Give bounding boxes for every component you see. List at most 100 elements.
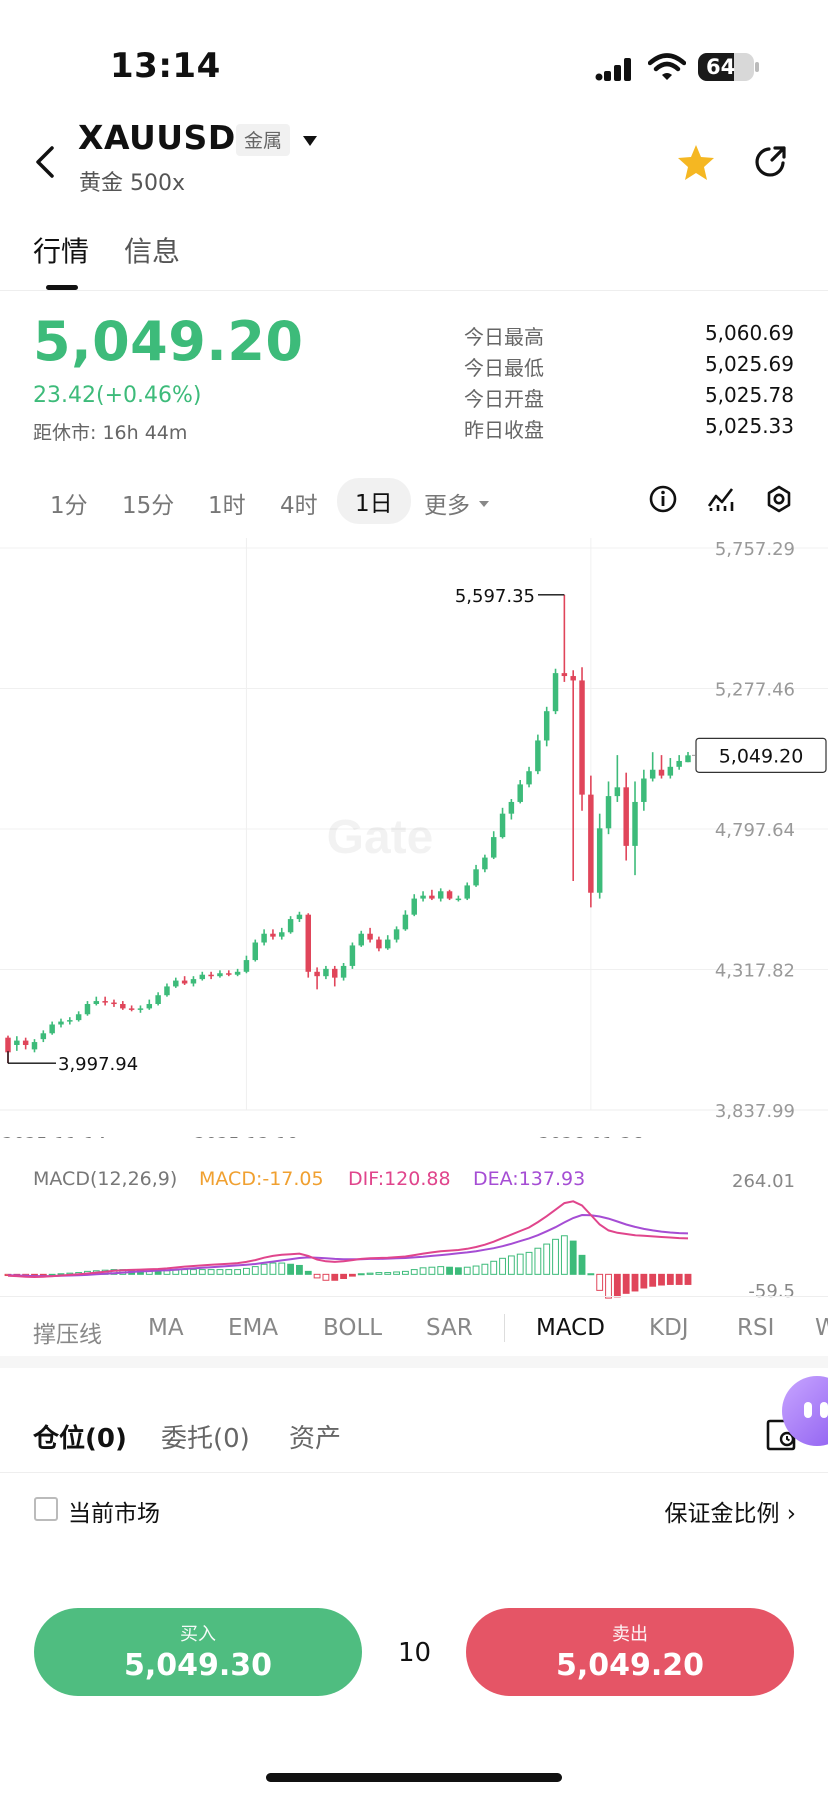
- indicator-kdj[interactable]: KDJ: [649, 1315, 689, 1341]
- macd-histogram-bar: [446, 1266, 453, 1275]
- indicator-support-resistance[interactable]: 撑压线: [33, 1322, 102, 1348]
- candle-body: [146, 1003, 153, 1009]
- indicator-ema[interactable]: EMA: [228, 1315, 279, 1341]
- candlestick-chart[interactable]: Gate 5,597.35 3,997.94 5,049.20 5,757.29 5,…: [0, 538, 828, 1138]
- macd-histogram-bar: [454, 1267, 462, 1275]
- dea-value: DEA:137.93: [473, 1168, 586, 1190]
- interval-4h[interactable]: 4时: [280, 493, 318, 519]
- more-caret-icon[interactable]: [478, 494, 490, 507]
- macd-histogram-bar: [225, 1269, 233, 1275]
- wifi-icon: [647, 52, 687, 82]
- chat-assistant-button[interactable]: [782, 1376, 828, 1446]
- candle-body: [596, 828, 603, 893]
- macd-histogram-bar: [384, 1272, 392, 1275]
- candle-body: [93, 1001, 100, 1004]
- macd-histogram-bar: [198, 1269, 206, 1275]
- macd-histogram-bar: [340, 1273, 347, 1279]
- indicator-rsi[interactable]: RSI: [737, 1315, 775, 1341]
- macd-histogram-bar: [437, 1266, 445, 1275]
- macd-histogram-bar: [322, 1273, 330, 1281]
- interval-1m[interactable]: 1分: [50, 493, 88, 519]
- lot-size[interactable]: 10: [398, 1638, 432, 1668]
- market-close-countdown: 距休市: 16h 44m: [33, 422, 188, 444]
- tab-assets[interactable]: 资产: [289, 1424, 342, 1454]
- back-button[interactable]: [30, 140, 62, 184]
- candle-body: [332, 968, 338, 978]
- x-tick-label: 2025-12-19: [194, 1134, 299, 1138]
- tab-info[interactable]: 信息: [124, 235, 181, 268]
- candle-body: [349, 945, 356, 966]
- history-clock-icon[interactable]: [766, 1418, 796, 1452]
- macd-histogram-bar: [366, 1272, 374, 1275]
- candle-body: [641, 778, 647, 802]
- sell-button[interactable]: 卖出 5,049.20: [466, 1608, 794, 1696]
- indicator-boll[interactable]: BOLL: [323, 1315, 383, 1341]
- indicator-chart-icon[interactable]: [706, 484, 736, 514]
- y-tick-label: 3,837.99: [715, 1101, 795, 1122]
- interval-more[interactable]: 更多: [424, 493, 470, 519]
- macd-y-bottom-label: -59.5: [748, 1281, 795, 1302]
- macd-histogram-bar: [587, 1273, 595, 1276]
- macd-histogram-bar: [296, 1264, 303, 1275]
- low-price-label: 3,997.94: [58, 1054, 138, 1075]
- favorite-star-icon[interactable]: [676, 142, 716, 182]
- indicator-separator: [504, 1314, 505, 1342]
- candle-body: [579, 680, 585, 795]
- candle-body: [243, 960, 250, 972]
- macd-histogram-bar: [463, 1266, 471, 1275]
- macd-histogram-bar: [251, 1266, 259, 1275]
- dif-value: DIF:120.88: [348, 1168, 451, 1190]
- tab-market[interactable]: 行情: [33, 235, 90, 268]
- candle-body: [208, 974, 214, 977]
- share-icon[interactable]: [752, 144, 788, 180]
- candle-body: [287, 919, 294, 933]
- symbol-title[interactable]: XAUUSD: [78, 118, 236, 157]
- candle-body: [173, 980, 179, 987]
- tab-orders[interactable]: 委托(0): [161, 1424, 250, 1454]
- battery-tip: [755, 62, 759, 72]
- macd-histogram-bar: [631, 1273, 639, 1292]
- candle-body: [84, 1003, 91, 1015]
- indicator-macd[interactable]: MACD: [536, 1315, 605, 1341]
- macd-histogram-bar: [313, 1273, 321, 1279]
- macd-histogram-bar: [596, 1273, 604, 1291]
- candle-body: [420, 895, 426, 899]
- candle-body: [455, 898, 462, 901]
- indicator-sar[interactable]: SAR: [426, 1315, 473, 1341]
- macd-histogram-bar: [640, 1273, 648, 1289]
- candle-body: [676, 760, 682, 767]
- settings-gear-icon[interactable]: [764, 484, 794, 514]
- dif-line: [7, 1200, 689, 1279]
- current-market-label[interactable]: 当前市场: [68, 1501, 160, 1527]
- indicator-ma[interactable]: MA: [148, 1315, 184, 1341]
- candle-body: [464, 885, 470, 899]
- candle-body: [234, 971, 241, 975]
- interval-15m[interactable]: 15分: [122, 493, 175, 519]
- candle-body: [402, 914, 409, 930]
- candle-body: [376, 939, 382, 949]
- macd-histogram-bar: [216, 1269, 224, 1275]
- margin-ratio-link[interactable]: 保证金比例 ›: [664, 1501, 796, 1527]
- y-tick-label: 5,277.46: [715, 680, 795, 701]
- interval-1d[interactable]: 1日: [337, 478, 411, 524]
- tab-positions[interactable]: 仓位(0): [33, 1424, 127, 1454]
- interval-1h[interactable]: 1时: [208, 493, 246, 519]
- indicator-divider-top: [0, 1296, 828, 1297]
- macd-histogram-bar: [393, 1271, 400, 1275]
- stat-label-open: 今日开盘: [464, 387, 544, 411]
- candle-body: [561, 673, 568, 677]
- candle-body: [181, 980, 188, 984]
- candle-body: [14, 1040, 20, 1045]
- buy-button[interactable]: 买入 5,049.30: [34, 1608, 362, 1696]
- candle-body: [552, 673, 559, 712]
- macd-histogram-bar: [428, 1266, 436, 1275]
- indicator-more-cutoff[interactable]: W: [815, 1315, 828, 1341]
- caret-down-icon[interactable]: [302, 133, 318, 147]
- macd-histogram-bar: [490, 1260, 498, 1275]
- info-icon[interactable]: [648, 484, 678, 514]
- candle-body: [570, 676, 576, 681]
- candle-body: [367, 933, 373, 940]
- buy-label: 买入: [180, 1624, 216, 1645]
- current-market-checkbox[interactable]: [34, 1497, 58, 1521]
- macd-histogram-bar: [304, 1270, 312, 1275]
